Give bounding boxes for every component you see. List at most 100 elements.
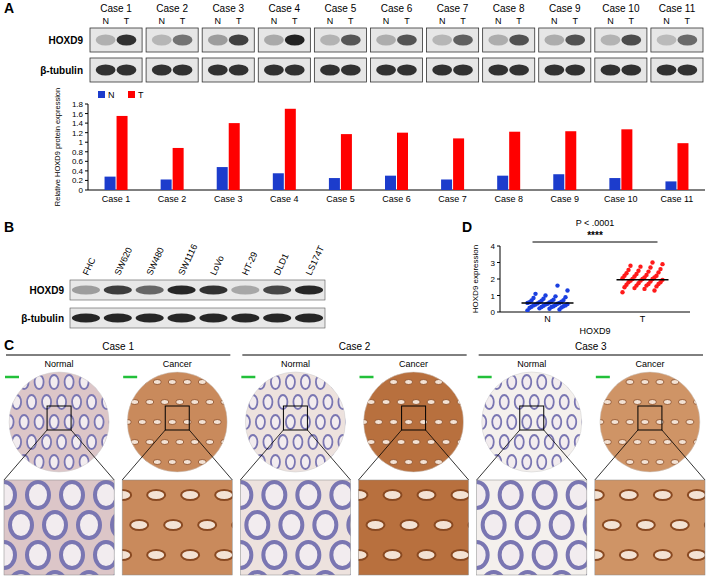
blot-frame	[90, 58, 142, 82]
case-label: Case 10	[602, 3, 640, 14]
gland	[183, 420, 191, 425]
gland	[161, 440, 169, 445]
y-tick-label: 1.8	[72, 100, 84, 109]
point	[543, 293, 547, 297]
crypt	[263, 482, 285, 508]
crypt	[72, 395, 81, 409]
gland	[701, 460, 709, 465]
x-tick-label: Case 1	[102, 194, 131, 204]
blot-frame	[427, 28, 479, 52]
gland	[123, 460, 131, 465]
crypt	[507, 375, 516, 389]
gland	[452, 490, 469, 500]
blot-frame	[651, 28, 703, 52]
y-tick	[497, 279, 500, 280]
case-label: Case 9	[549, 3, 581, 14]
zoom-line	[189, 430, 232, 480]
scale-bar	[123, 376, 137, 379]
blot-band	[208, 35, 228, 46]
y-tick	[85, 180, 88, 181]
blot-band	[341, 35, 361, 46]
crypt	[346, 415, 355, 429]
gland	[620, 550, 638, 560]
gland	[452, 550, 469, 560]
crypt	[95, 415, 104, 429]
crypt	[323, 435, 332, 449]
blot-band	[295, 314, 323, 323]
lane-label: T	[292, 16, 298, 26]
lane-label: N	[383, 16, 390, 26]
zoom-line	[307, 430, 350, 480]
gland	[435, 520, 453, 530]
crypt	[331, 415, 340, 429]
blot-band	[509, 65, 529, 76]
y-axis	[88, 104, 89, 190]
zoom-box	[402, 406, 426, 430]
y-tick-label: 1	[79, 138, 84, 147]
gland	[641, 420, 649, 425]
gland	[663, 440, 671, 445]
gland	[122, 550, 131, 560]
gland	[688, 550, 705, 560]
bar	[509, 132, 520, 190]
crypt	[286, 455, 295, 469]
gland	[708, 480, 709, 485]
crypt	[522, 455, 531, 469]
zoom-line	[122, 430, 165, 480]
row-label: β-tubulin	[21, 313, 64, 324]
blot-band	[285, 65, 305, 76]
blot-frame	[258, 58, 310, 82]
gland	[701, 380, 709, 385]
bar	[621, 129, 632, 190]
bar	[677, 143, 688, 190]
row-label: β-tubulin	[40, 65, 83, 76]
gland	[181, 550, 199, 560]
crypt	[20, 415, 29, 429]
crypt	[80, 415, 89, 429]
crypt	[117, 435, 126, 449]
gland	[122, 490, 131, 500]
x-tick-label: Case 4	[270, 194, 299, 204]
y-tick-label: 0.6	[72, 157, 84, 166]
crypt	[348, 512, 350, 538]
blot-band	[285, 35, 305, 46]
crypt	[27, 435, 36, 449]
crypt	[4, 482, 15, 508]
point	[648, 265, 652, 269]
gland	[465, 460, 473, 465]
blot-band	[152, 35, 172, 46]
zoom-panel	[477, 480, 587, 575]
y-tick	[85, 132, 88, 133]
tissue-label: Cancer	[163, 359, 192, 369]
gland	[213, 380, 221, 385]
gland	[420, 420, 428, 425]
crypt	[500, 395, 509, 409]
gland	[360, 460, 368, 465]
crypt	[297, 542, 319, 568]
lane-label: N	[439, 16, 446, 26]
x-tick-label: Case 11	[661, 194, 694, 204]
crypt	[507, 455, 516, 469]
gland	[678, 440, 686, 445]
crypt	[240, 542, 251, 568]
crypt	[331, 375, 340, 389]
tissue-label: Normal	[281, 359, 310, 369]
crypt	[5, 455, 14, 469]
bar	[565, 131, 576, 190]
tma-core	[241, 372, 362, 489]
gland	[228, 380, 236, 385]
crypt	[545, 395, 554, 409]
crypt	[582, 415, 591, 429]
gland	[384, 490, 402, 500]
blot-frame	[202, 28, 254, 52]
crypt	[582, 455, 591, 469]
gland	[138, 420, 146, 425]
cell-line-label: LS174T	[304, 244, 327, 277]
gland	[626, 460, 634, 465]
gland	[384, 550, 402, 560]
gland	[457, 440, 465, 445]
crypt	[35, 375, 44, 389]
blot-band	[544, 65, 564, 76]
crypt	[353, 435, 362, 449]
lane-label: T	[124, 16, 130, 26]
